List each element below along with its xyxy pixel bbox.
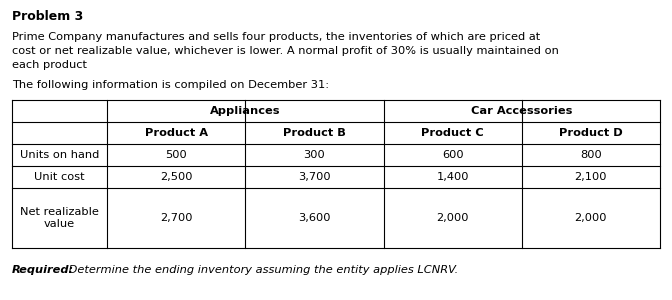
Text: 1,400: 1,400 [436,172,469,182]
Text: Car Accessories: Car Accessories [471,106,573,116]
Text: Net realizable
value: Net realizable value [20,207,99,229]
Text: Appliances: Appliances [210,106,280,116]
Text: 800: 800 [580,150,601,160]
Text: 500: 500 [165,150,187,160]
Text: Determine the ending inventory assuming the entity applies LCNRV.: Determine the ending inventory assuming … [65,265,458,275]
Text: Product C: Product C [421,128,484,138]
Text: 3,600: 3,600 [298,213,331,223]
Text: Problem 3: Problem 3 [12,10,83,23]
Text: Units on hand: Units on hand [19,150,99,160]
Text: 2,500: 2,500 [160,172,192,182]
Text: Product D: Product D [559,128,623,138]
Text: cost or net realizable value, whichever is lower. A normal profit of 30% is usua: cost or net realizable value, whichever … [12,46,559,56]
Text: 300: 300 [304,150,325,160]
Text: each product: each product [12,60,87,70]
Text: 2,100: 2,100 [575,172,607,182]
Text: Required:: Required: [12,265,74,275]
Text: 2,000: 2,000 [575,213,607,223]
Text: 2,000: 2,000 [436,213,469,223]
Text: Product B: Product B [283,128,346,138]
Text: 600: 600 [442,150,464,160]
Text: The following information is compiled on December 31:: The following information is compiled on… [12,80,329,90]
Text: Prime Company manufactures and sells four products, the inventories of which are: Prime Company manufactures and sells fou… [12,32,540,42]
Text: 3,700: 3,700 [298,172,331,182]
Text: Unit cost: Unit cost [34,172,85,182]
Text: Product A: Product A [144,128,208,138]
Text: 2,700: 2,700 [160,213,192,223]
